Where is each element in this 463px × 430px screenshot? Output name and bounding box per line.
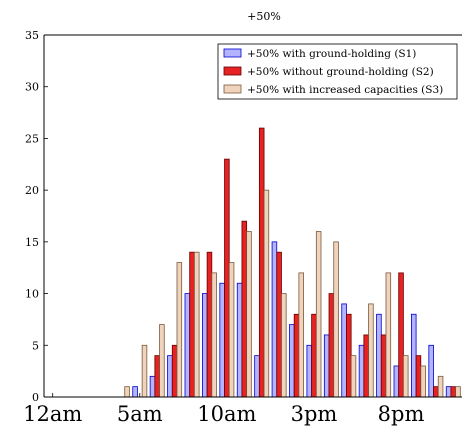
bar <box>315 231 322 398</box>
bar <box>341 303 347 398</box>
bar <box>346 313 352 398</box>
bar <box>445 386 452 398</box>
bar <box>254 355 260 398</box>
chart-title: +50% <box>247 10 281 23</box>
y-tick-label: 20 <box>25 184 39 197</box>
legend-label-s2: +50% without ground-holding (S2) <box>247 66 434 78</box>
bar <box>437 375 444 398</box>
y-tick-label: 0 <box>32 391 39 404</box>
legend-swatch-s3 <box>223 84 242 94</box>
bar <box>184 293 191 398</box>
bar <box>363 334 369 398</box>
bar <box>333 241 339 398</box>
bar <box>281 293 287 398</box>
bar <box>141 344 148 398</box>
bar <box>149 375 156 398</box>
bar <box>376 313 382 398</box>
bar <box>411 313 417 398</box>
bar <box>154 355 160 398</box>
bar <box>306 344 313 398</box>
bar <box>402 355 409 398</box>
bar <box>189 251 195 398</box>
bar <box>420 365 426 398</box>
legend-swatch-s1 <box>223 48 242 58</box>
bar <box>385 272 392 398</box>
bar <box>202 293 208 398</box>
x-tick-label: 5am <box>117 402 163 426</box>
legend-label-s3: +50% with increased capacities (S3) <box>247 84 443 96</box>
x-tick-label: 12am <box>23 402 82 426</box>
bar <box>124 386 130 398</box>
bar <box>241 220 248 398</box>
bar <box>219 282 225 398</box>
legend-swatch-s2 <box>223 66 242 76</box>
legend-entry-s1: +50% with ground-holding (S1) <box>223 48 416 60</box>
bar <box>171 344 178 398</box>
legend-entry-s3: +50% with increased capacities (S3) <box>223 84 443 96</box>
bar <box>311 313 317 398</box>
bar <box>393 365 400 398</box>
bar <box>193 251 200 398</box>
axes-frame <box>43 34 462 398</box>
bar <box>236 282 243 398</box>
bar <box>415 355 422 398</box>
bar <box>298 272 304 398</box>
legend-box <box>217 43 458 100</box>
y-tick-label: 15 <box>25 236 39 249</box>
bar <box>263 189 270 398</box>
bar <box>132 386 138 398</box>
bar <box>167 355 173 398</box>
bar <box>323 334 330 398</box>
y-tick-label: 5 <box>32 339 39 352</box>
y-tick-label: 25 <box>25 132 39 145</box>
y-tick-label: 10 <box>25 288 39 301</box>
bar-series-s2 <box>154 127 457 398</box>
bar <box>276 251 282 398</box>
bar <box>358 344 365 398</box>
bar <box>450 386 457 398</box>
bar <box>206 251 213 398</box>
bar <box>380 334 387 398</box>
y-tick-label: 30 <box>25 81 39 94</box>
bar-series-group <box>124 127 461 398</box>
bar <box>428 344 434 398</box>
bar <box>368 303 374 398</box>
axes: 0 5 10 15 20 25 30 35 12am 5am 10am 3pm 8pm <box>23 29 424 426</box>
bar <box>246 231 252 398</box>
bar <box>224 158 230 398</box>
bar <box>228 262 235 398</box>
legend-entry-s2: +50% without ground-holding (S2) <box>223 66 434 78</box>
bar <box>211 272 217 398</box>
bar <box>455 386 461 398</box>
bar <box>398 272 404 398</box>
bar <box>176 262 183 398</box>
x-tick-label: 10am <box>197 402 256 426</box>
legend-label-s1: +50% with ground-holding (S1) <box>247 48 416 60</box>
bar <box>328 293 335 398</box>
y-tick-label: 35 <box>25 29 39 42</box>
x-tick-label: 8pm <box>378 402 425 426</box>
bar <box>350 355 357 398</box>
bar <box>293 313 300 398</box>
legend: +50% with ground-holding (S1) +50% witho… <box>217 43 458 100</box>
bar <box>433 386 439 398</box>
bar <box>258 127 265 398</box>
bar <box>159 324 165 398</box>
bar <box>289 324 295 398</box>
x-tick-label: 3pm <box>291 402 338 426</box>
bar <box>271 241 278 398</box>
